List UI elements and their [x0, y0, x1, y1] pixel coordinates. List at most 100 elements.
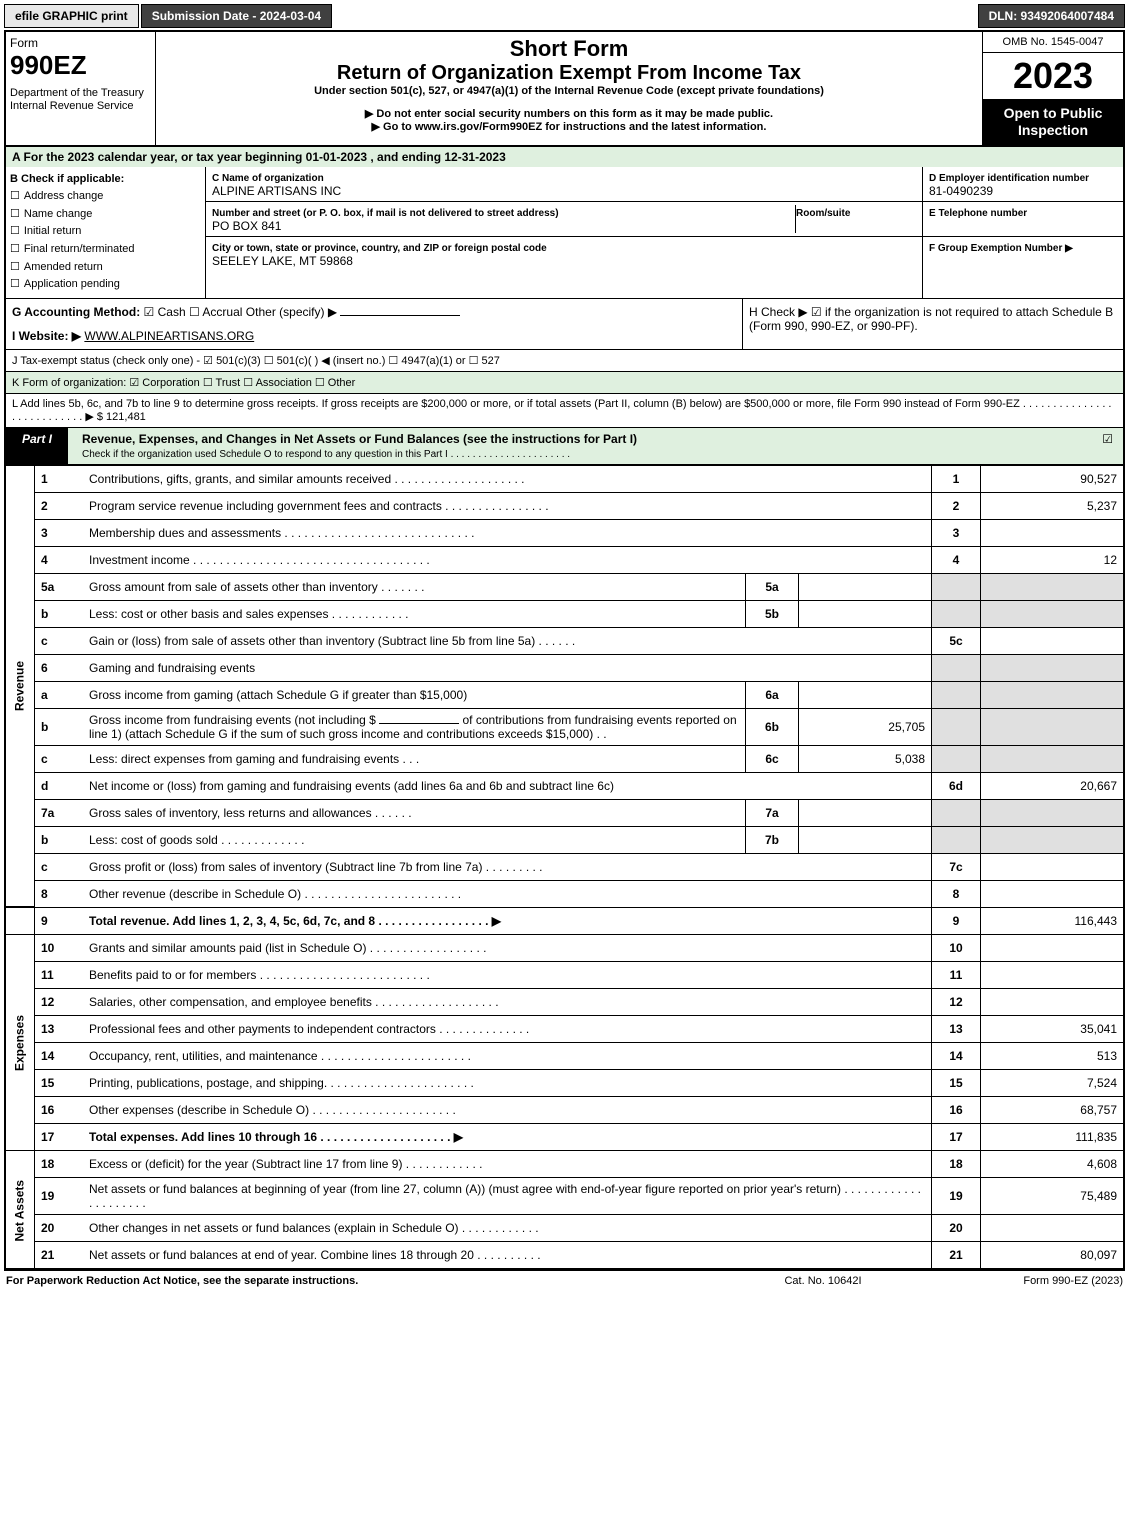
- form-header: Form 990EZ Department of the Treasury In…: [4, 30, 1125, 147]
- line-6-grey: [932, 654, 981, 681]
- part1-tag: Part I: [6, 428, 68, 464]
- line-6-desc: Gaming and fundraising events: [83, 654, 932, 681]
- line-3-no: 3: [35, 519, 84, 546]
- cb-address-change[interactable]: Address change: [10, 188, 201, 206]
- line-9-desc: Total revenue. Add lines 1, 2, 3, 4, 5c,…: [83, 907, 932, 935]
- top-bar: efile GRAPHIC print Submission Date - 20…: [4, 4, 1125, 28]
- h-check[interactable]: H Check ▶ ☑ if the organization is not r…: [743, 299, 1123, 349]
- info-block: B Check if applicable: Address change Na…: [4, 167, 1125, 299]
- line-13-val: 35,041: [981, 1016, 1125, 1043]
- gh-row: G Accounting Method: ☑ Cash ☐ Accrual Ot…: [4, 299, 1125, 350]
- line-19-no: 19: [35, 1178, 84, 1215]
- line-6c-grey2: [981, 745, 1125, 772]
- side-expenses: Expenses: [5, 935, 35, 1151]
- line-17-key: 17: [932, 1124, 981, 1151]
- line-7c-val: [981, 853, 1125, 880]
- line-20-no: 20: [35, 1215, 84, 1242]
- part1-checkbox[interactable]: ☑: [1092, 428, 1123, 464]
- line-5b-grey2: [981, 600, 1125, 627]
- line-14-key: 14: [932, 1043, 981, 1070]
- line-18-key: 18: [932, 1151, 981, 1178]
- line-12-val: [981, 989, 1125, 1016]
- line-7c-desc: Gross profit or (loss) from sales of inv…: [83, 853, 932, 880]
- line-6a-minival: [799, 681, 932, 708]
- dln: DLN: 93492064007484: [978, 4, 1125, 28]
- line-6c-mini: 6c: [746, 745, 799, 772]
- line-20-key: 20: [932, 1215, 981, 1242]
- line-17-desc: Total expenses. Add lines 10 through 16 …: [83, 1124, 932, 1151]
- room-suite-label: Room/suite: [796, 208, 850, 219]
- line-12-key: 12: [932, 989, 981, 1016]
- form-label: Form: [10, 36, 151, 50]
- line-15-val: 7,524: [981, 1070, 1125, 1097]
- line-2-no: 2: [35, 492, 84, 519]
- line-5b-mini: 5b: [746, 600, 799, 627]
- line-19-val: 75,489: [981, 1178, 1125, 1215]
- cb-initial-return[interactable]: Initial return: [10, 223, 201, 241]
- line-16-no: 16: [35, 1097, 84, 1124]
- line-19-key: 19: [932, 1178, 981, 1215]
- line-4-key: 4: [932, 546, 981, 573]
- c-city-label: City or town, state or province, country…: [212, 243, 547, 254]
- line-4-val: 12: [981, 546, 1125, 573]
- line-7a-desc: Gross sales of inventory, less returns a…: [83, 799, 746, 826]
- submission-date: Submission Date - 2024-03-04: [141, 4, 332, 28]
- line-7b-grey: [932, 826, 981, 853]
- section-a: A For the 2023 calendar year, or tax yea…: [4, 147, 1125, 167]
- line-6d-key: 6d: [932, 772, 981, 799]
- line-7b-mini: 7b: [746, 826, 799, 853]
- line-5b-no: b: [35, 600, 84, 627]
- line-5c-no: c: [35, 627, 84, 654]
- line-7b-grey2: [981, 826, 1125, 853]
- line-2-desc: Program service revenue including govern…: [83, 492, 932, 519]
- cb-final-return[interactable]: Final return/terminated: [10, 241, 201, 259]
- department: Department of the Treasury Internal Reve…: [10, 87, 151, 113]
- line-15-no: 15: [35, 1070, 84, 1097]
- title-return: Return of Organization Exempt From Incom…: [160, 62, 978, 85]
- line-6c-no: c: [35, 745, 84, 772]
- line-9-val: 116,443: [981, 907, 1125, 935]
- line-6-no: 6: [35, 654, 84, 681]
- g-other[interactable]: Other (specify) ▶: [246, 305, 337, 319]
- line-7a-mini: 7a: [746, 799, 799, 826]
- line-6b-no: b: [35, 708, 84, 745]
- line-9-key: 9: [932, 907, 981, 935]
- g-label: G Accounting Method:: [12, 305, 140, 319]
- line-6b-desc: Gross income from fundraising events (no…: [83, 708, 746, 745]
- line-5a-no: 5a: [35, 573, 84, 600]
- line-21-desc: Net assets or fund balances at end of ye…: [83, 1242, 932, 1270]
- omb-number: OMB No. 1545-0047: [983, 32, 1123, 53]
- line-6a-no: a: [35, 681, 84, 708]
- d-ein-label: D Employer identification number: [929, 173, 1089, 184]
- part1-header: Part I Revenue, Expenses, and Changes in…: [4, 428, 1125, 465]
- cb-amended-return[interactable]: Amended return: [10, 259, 201, 277]
- line-6b-grey2: [981, 708, 1125, 745]
- g-cash[interactable]: ☑ Cash: [144, 305, 186, 319]
- line-14-desc: Occupancy, rent, utilities, and maintena…: [83, 1043, 932, 1070]
- line-21-val: 80,097: [981, 1242, 1125, 1270]
- c-addr-label: Number and street (or P. O. box, if mail…: [212, 208, 559, 219]
- under-section: Under section 501(c), 527, or 4947(a)(1)…: [160, 85, 978, 97]
- line-6a-mini: 6a: [746, 681, 799, 708]
- goto-link[interactable]: ▶ Go to www.irs.gov/Form990EZ for instru…: [160, 120, 978, 133]
- line-15-key: 15: [932, 1070, 981, 1097]
- g-accrual[interactable]: ☐ Accrual: [189, 305, 242, 319]
- org-name: ALPINE ARTISANS INC: [212, 184, 341, 198]
- line-5c-key: 5c: [932, 627, 981, 654]
- line-11-key: 11: [932, 962, 981, 989]
- line-16-desc: Other expenses (describe in Schedule O) …: [83, 1097, 932, 1124]
- line-10-desc: Grants and similar amounts paid (list in…: [83, 935, 932, 962]
- cb-application-pending[interactable]: Application pending: [10, 276, 201, 294]
- line-13-key: 13: [932, 1016, 981, 1043]
- line-10-key: 10: [932, 935, 981, 962]
- efile-graphic-print[interactable]: efile GRAPHIC print: [4, 4, 139, 28]
- form-number: 990EZ: [10, 50, 151, 81]
- line-10-val: [981, 935, 1125, 962]
- j-tax-exempt: J Tax-exempt status (check only one) - ☑…: [4, 350, 1125, 372]
- cb-name-change[interactable]: Name change: [10, 206, 201, 224]
- footer-left: For Paperwork Reduction Act Notice, see …: [6, 1275, 723, 1287]
- i-website-value[interactable]: WWW.ALPINEARTISANS.ORG: [84, 329, 254, 343]
- line-21-key: 21: [932, 1242, 981, 1270]
- ssn-warning: ▶ Do not enter social security numbers o…: [160, 107, 978, 120]
- line-5b-minival: [799, 600, 932, 627]
